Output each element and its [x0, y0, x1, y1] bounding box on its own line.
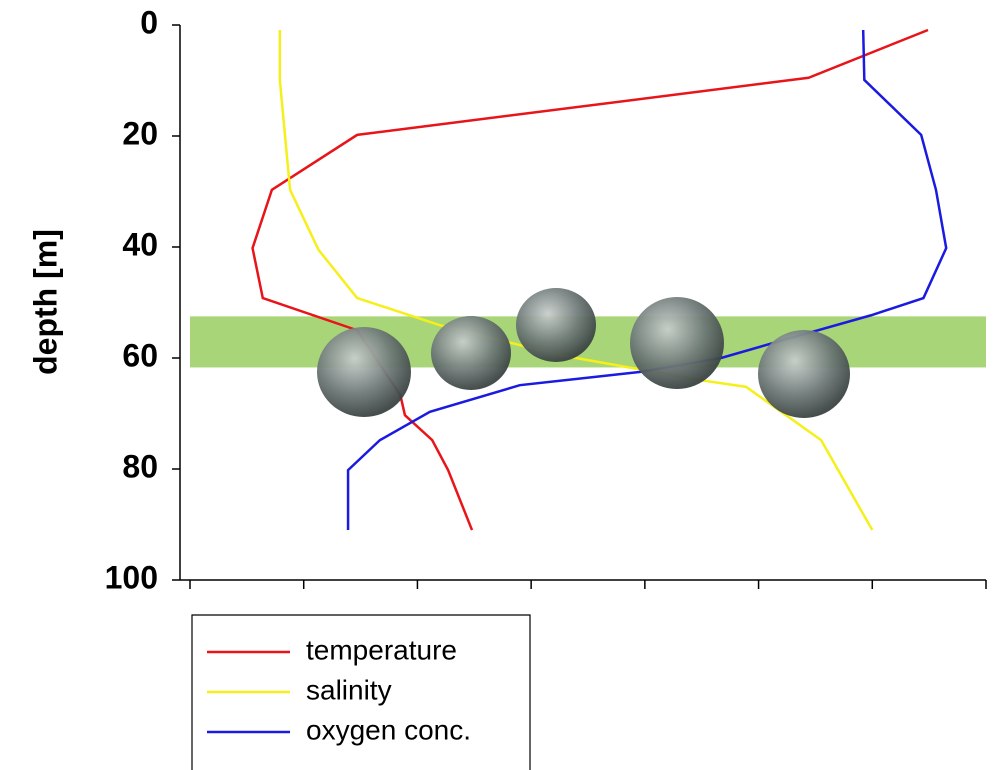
y-tick-label: 60 — [122, 337, 158, 373]
line-series — [348, 30, 946, 530]
larva — [630, 297, 724, 389]
legend-label: oxygen conc. — [306, 714, 471, 745]
larva — [516, 288, 596, 362]
y-axis-label: depth [m] — [27, 229, 63, 375]
y-tick-label: 40 — [122, 226, 158, 262]
chart: depth [m] temperature salinity oxygen conc… — [0, 0, 995, 770]
y-tick-label: 100 — [105, 559, 158, 595]
y-tick-label: 20 — [122, 115, 158, 151]
larva — [431, 316, 511, 390]
legend-label: temperature — [306, 634, 457, 665]
y-tick-label: 80 — [122, 448, 158, 484]
line-series — [253, 30, 928, 530]
legend-label: salinity — [306, 674, 392, 705]
larva — [317, 327, 411, 417]
y-tick-label: 0 — [140, 4, 158, 40]
line-series — [280, 30, 872, 530]
legend: temperature salinity oxygen conc. — [192, 615, 530, 770]
larva — [758, 330, 850, 418]
